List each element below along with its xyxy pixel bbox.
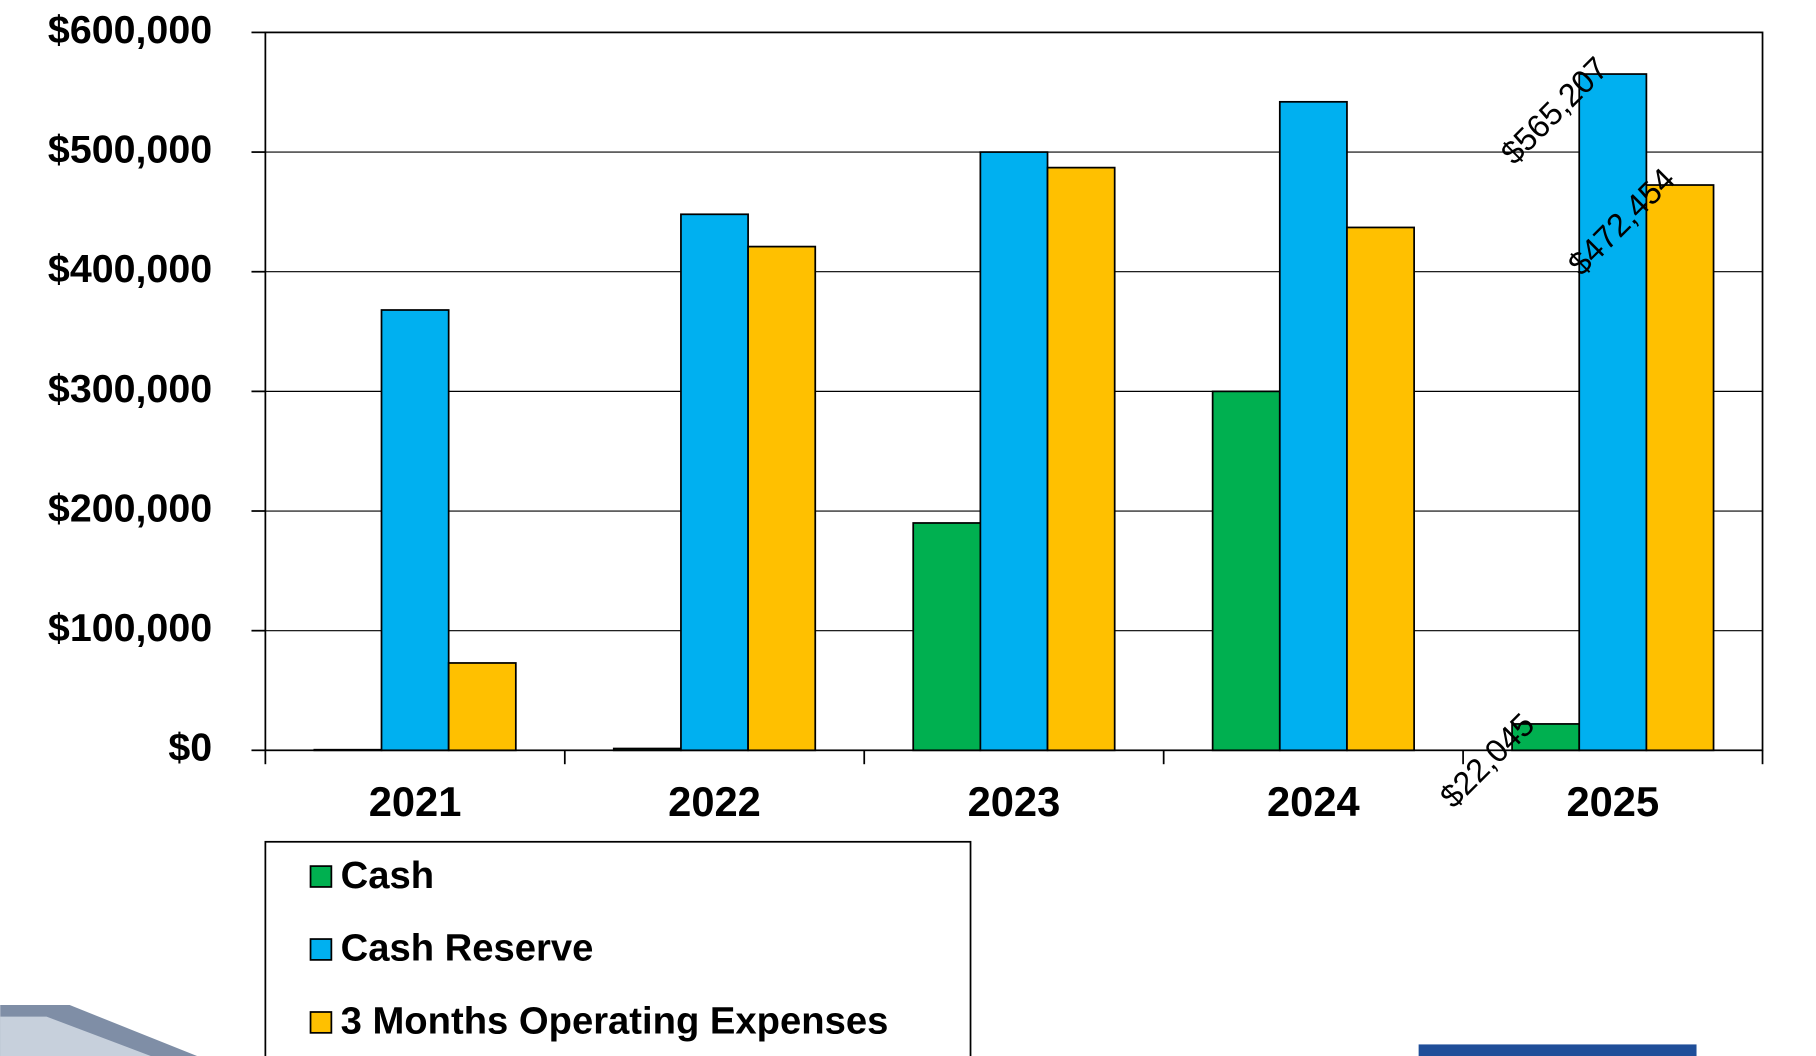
bar bbox=[1278, 100, 1348, 752]
bar bbox=[912, 522, 982, 752]
legend-swatch bbox=[309, 865, 333, 888]
x-tick-label: 2022 bbox=[668, 778, 761, 825]
bar bbox=[380, 309, 450, 752]
y-tick-label: $300,000 bbox=[48, 367, 212, 411]
bar bbox=[1211, 390, 1281, 752]
y-tick-label: $500,000 bbox=[48, 127, 212, 171]
y-tick-label: $100,000 bbox=[48, 606, 212, 650]
y-tick-label: $200,000 bbox=[48, 486, 212, 530]
legend-box bbox=[264, 840, 972, 1056]
bar bbox=[1645, 184, 1715, 752]
legend-label: 3 Months Operating Expenses bbox=[341, 1000, 889, 1043]
y-tick-label: $600,000 bbox=[48, 8, 212, 52]
bar bbox=[1511, 723, 1581, 752]
x-tick-label: 2025 bbox=[1566, 778, 1659, 825]
x-tick-label: 2023 bbox=[968, 778, 1061, 825]
bar bbox=[313, 748, 383, 752]
legend-label: Cash bbox=[341, 854, 434, 897]
bar bbox=[747, 245, 817, 752]
legend-label: Cash Reserve bbox=[341, 927, 594, 970]
logo bbox=[1418, 1044, 1697, 1056]
bar bbox=[1578, 73, 1648, 752]
bar bbox=[680, 213, 749, 752]
legend-swatch bbox=[309, 1011, 333, 1034]
legend-swatch bbox=[309, 938, 333, 961]
y-tick-label: $0 bbox=[168, 726, 212, 770]
bar bbox=[447, 662, 517, 752]
x-tick-label: 2021 bbox=[369, 778, 462, 825]
bar bbox=[612, 747, 682, 752]
bar bbox=[1346, 226, 1415, 752]
y-tick-label: $400,000 bbox=[48, 247, 212, 291]
x-tick-label: 2024 bbox=[1267, 778, 1360, 825]
bar bbox=[1046, 166, 1116, 752]
bar bbox=[979, 151, 1049, 752]
decoration bbox=[0, 1016, 151, 1056]
